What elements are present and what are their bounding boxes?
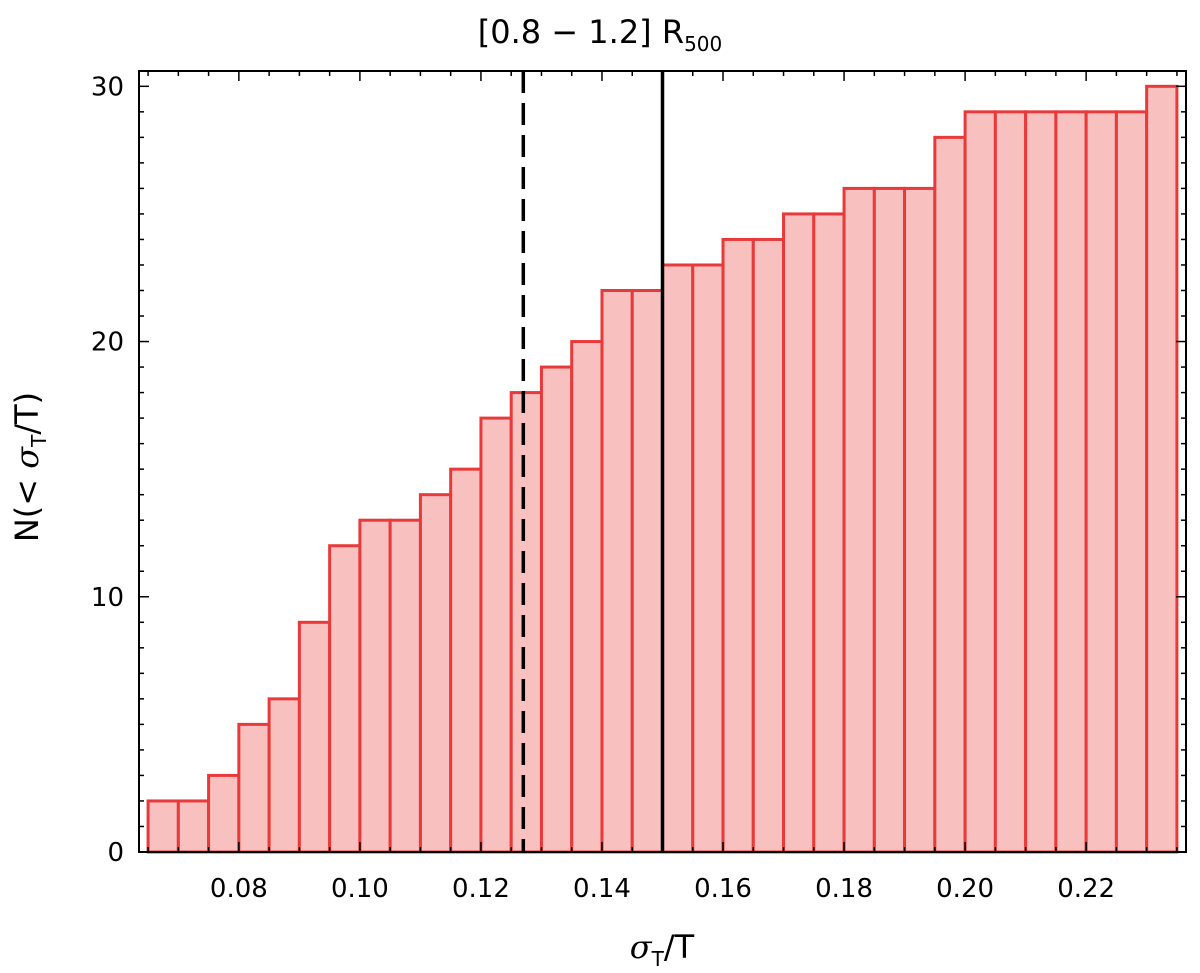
histogram-bar: [993, 110, 1028, 854]
histogram-bar: [1084, 110, 1118, 854]
histogram-bar: [1145, 84, 1179, 854]
histogram-bar: [297, 620, 332, 854]
x-tick-label: 0.08: [210, 874, 268, 904]
histogram-bar: [963, 110, 997, 854]
x-tick-label: 0.16: [694, 874, 752, 904]
histogram-bar: [933, 135, 967, 854]
y-axis-label: N(< σT/T): [8, 392, 51, 542]
histogram-bar: [479, 416, 513, 854]
histogram-bar: [388, 518, 422, 854]
histogram-bar: [146, 799, 180, 854]
histogram-bar: [1054, 110, 1088, 854]
histogram-bar: [903, 186, 937, 854]
y-tick-label: 10: [91, 583, 124, 613]
histogram-bar: [176, 799, 211, 854]
axis-ticks: [139, 71, 1186, 853]
chart-title: [0.8 − 1.2] R500: [478, 13, 723, 56]
x-tick-label: 0.14: [573, 874, 631, 904]
histogram-bar: [782, 212, 816, 854]
y-tick-label: 0: [107, 838, 124, 868]
histogram-bar: [691, 263, 725, 854]
histogram-bar: [842, 186, 876, 854]
histogram-bar: [328, 544, 362, 854]
y-tick-labels: 0 10 20 30: [91, 72, 124, 868]
histogram-bar: [449, 467, 483, 854]
histogram-bar: [1024, 110, 1058, 854]
histogram-bar: [812, 212, 846, 854]
x-axis-label: σT/T: [630, 928, 695, 971]
histogram-bar: [600, 288, 634, 854]
histogram-bar: [872, 186, 907, 854]
x-tick-label: 0.22: [1057, 874, 1115, 904]
x-tick-label: 0.20: [936, 874, 994, 904]
histogram-bar: [1114, 110, 1149, 854]
histogram-bar: [207, 773, 241, 854]
histogram-bars: [146, 84, 1179, 854]
histogram-bar: [721, 237, 755, 854]
y-tick-label: 20: [91, 328, 124, 358]
y-tick-label: 30: [91, 72, 124, 102]
histogram-bar: [237, 722, 271, 854]
histogram-bar: [751, 237, 786, 854]
histogram-bar: [630, 288, 664, 854]
x-tick-label: 0.12: [452, 874, 510, 904]
histogram-bar: [509, 391, 543, 854]
histogram-bar: [418, 493, 453, 854]
histogram-bar: [539, 365, 574, 854]
histogram-bar: [570, 340, 604, 854]
histogram-bar: [267, 697, 301, 854]
histogram-bar: [661, 263, 695, 854]
x-tick-label: 0.18: [815, 874, 873, 904]
reference-lines: [521, 71, 665, 852]
histogram-bar: [358, 518, 392, 854]
x-tick-label: 0.10: [331, 874, 389, 904]
x-tick-labels: 0.08 0.10 0.12 0.14 0.16 0.18 0.20 0.22: [210, 874, 1115, 904]
